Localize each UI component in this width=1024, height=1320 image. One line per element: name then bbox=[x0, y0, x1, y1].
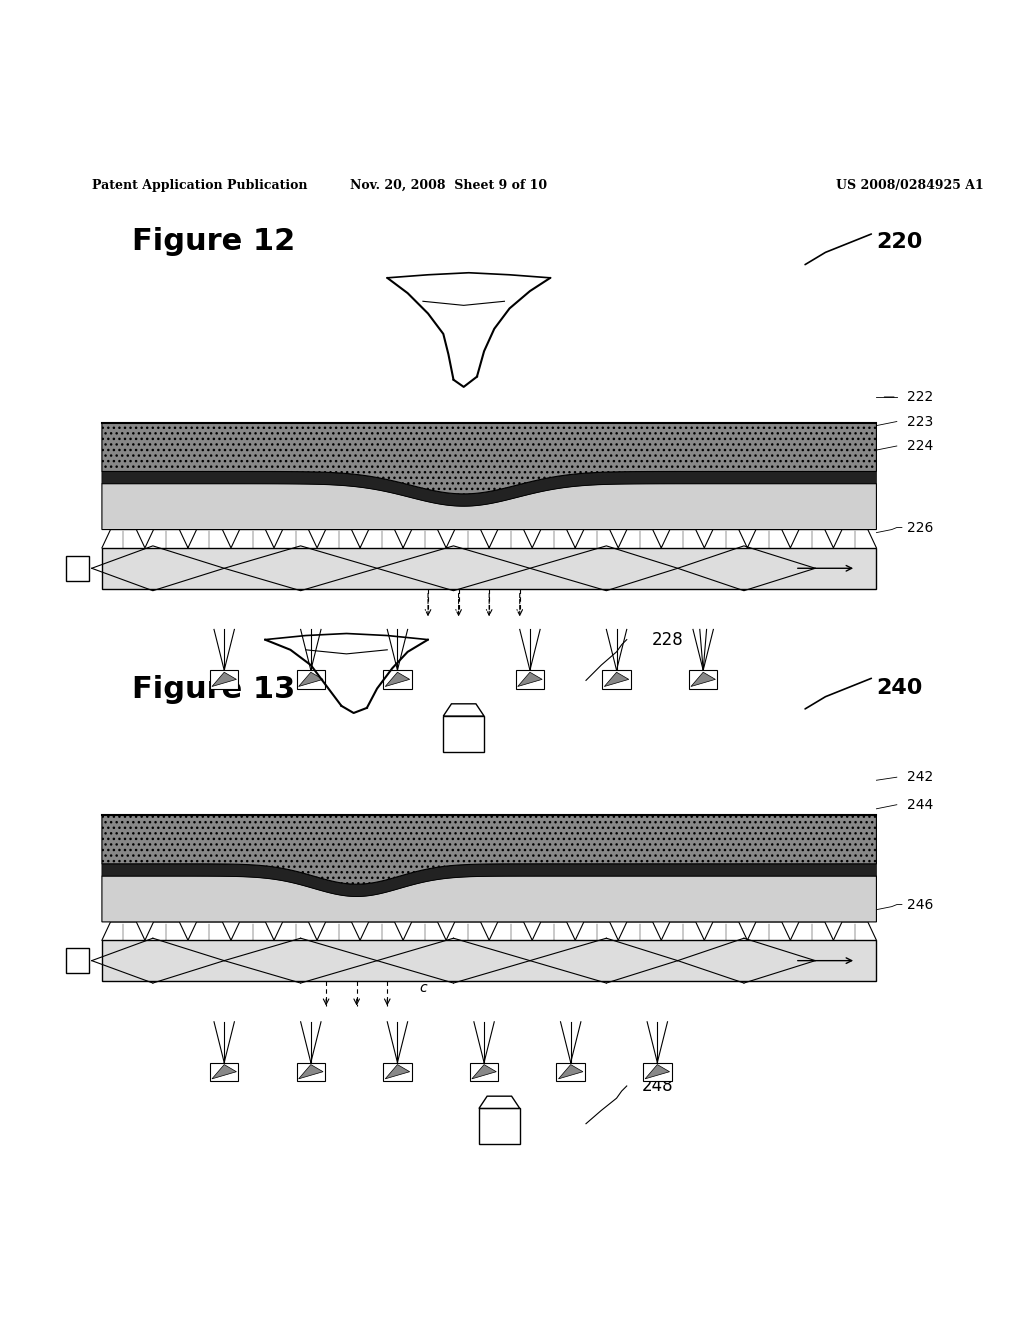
Polygon shape bbox=[385, 1065, 410, 1078]
Polygon shape bbox=[102, 471, 877, 506]
Text: 228: 228 bbox=[652, 631, 684, 648]
Bar bbox=[210, 671, 239, 689]
Text: Patent Application Publication: Patent Application Publication bbox=[92, 180, 307, 191]
Text: 223: 223 bbox=[907, 414, 933, 429]
Polygon shape bbox=[212, 672, 237, 686]
Polygon shape bbox=[102, 483, 877, 529]
Polygon shape bbox=[385, 672, 410, 686]
Polygon shape bbox=[691, 672, 716, 686]
Polygon shape bbox=[299, 672, 323, 686]
Polygon shape bbox=[102, 422, 877, 494]
Text: 226: 226 bbox=[907, 520, 933, 535]
Bar bbox=[383, 1063, 412, 1081]
Text: c: c bbox=[419, 981, 427, 995]
Bar bbox=[470, 1063, 499, 1081]
Text: 224: 224 bbox=[907, 440, 933, 453]
Polygon shape bbox=[102, 876, 877, 921]
Polygon shape bbox=[299, 1065, 323, 1078]
Bar bbox=[67, 948, 89, 973]
Polygon shape bbox=[212, 1065, 237, 1078]
Text: 242: 242 bbox=[907, 770, 933, 784]
Bar bbox=[210, 1063, 239, 1081]
Polygon shape bbox=[479, 1096, 520, 1109]
Polygon shape bbox=[102, 863, 877, 896]
Text: 220: 220 bbox=[877, 232, 923, 252]
Bar bbox=[689, 671, 718, 689]
Text: Figure 12: Figure 12 bbox=[132, 227, 296, 256]
Polygon shape bbox=[472, 1065, 497, 1078]
Text: US 2008/0284925 A1: US 2008/0284925 A1 bbox=[836, 180, 983, 191]
Text: 240: 240 bbox=[877, 678, 923, 698]
Bar bbox=[102, 940, 877, 981]
Bar bbox=[297, 671, 325, 689]
Bar bbox=[297, 1063, 325, 1081]
Polygon shape bbox=[645, 1065, 670, 1078]
Bar bbox=[516, 671, 544, 689]
Bar bbox=[383, 671, 412, 689]
Text: 248: 248 bbox=[642, 1077, 674, 1096]
Text: 222: 222 bbox=[907, 391, 933, 404]
Polygon shape bbox=[558, 1065, 583, 1078]
Bar bbox=[67, 556, 89, 581]
Bar bbox=[643, 1063, 672, 1081]
Text: 246: 246 bbox=[907, 898, 933, 912]
Text: Nov. 20, 2008  Sheet 9 of 10: Nov. 20, 2008 Sheet 9 of 10 bbox=[350, 180, 547, 191]
Bar bbox=[602, 671, 631, 689]
Polygon shape bbox=[518, 672, 542, 686]
Polygon shape bbox=[102, 814, 877, 884]
Polygon shape bbox=[443, 704, 484, 715]
Bar bbox=[102, 548, 877, 589]
Text: 244: 244 bbox=[907, 797, 933, 812]
Bar bbox=[556, 1063, 585, 1081]
Bar bbox=[479, 1109, 520, 1144]
Polygon shape bbox=[604, 672, 629, 686]
Text: Figure 13: Figure 13 bbox=[132, 676, 296, 705]
Bar bbox=[443, 715, 484, 751]
